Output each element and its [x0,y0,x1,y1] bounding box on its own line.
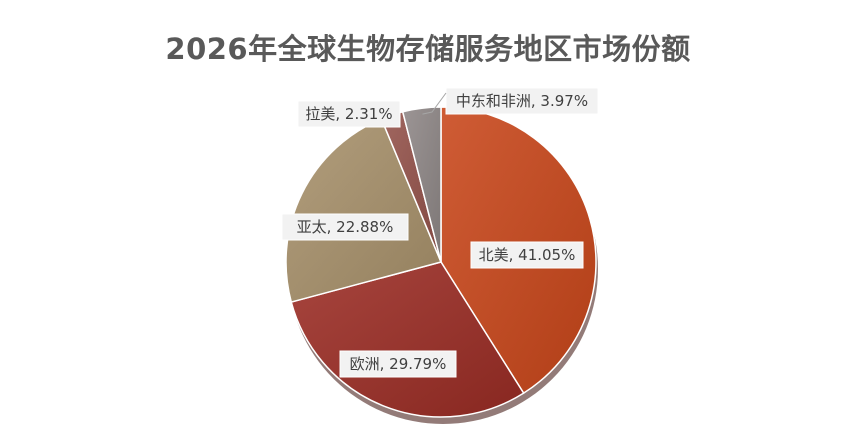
data-label-box [281,213,409,241]
data-label-1: 欧洲, 29.79% [339,350,457,378]
chart-title: 2026年全球生物存储服务地区市场份额 [165,32,691,66]
data-label-box [339,350,457,378]
slice-2 [285,118,442,303]
data-label-2: 亚太, 22.88% [281,213,409,241]
leader-line [422,92,447,115]
data-label-text: 欧洲, 29.79% [350,355,447,373]
data-label-text: 中东和非洲, 3.97% [456,92,588,110]
data-label-box [445,87,599,115]
data-label-text: 北美, 41.05% [479,246,576,264]
data-label-box [297,100,401,128]
data-label-3: 拉美, 2.31% [297,100,401,128]
slice-1 [290,261,525,418]
pie-slices [285,106,597,418]
data-label-box [470,241,584,269]
data-label-4: 中东和非洲, 3.97% [422,87,599,115]
data-label-text: 亚太, 22.88% [297,218,394,236]
data-label-text: 拉美, 2.31% [305,105,392,123]
pie-labels: 北美, 41.05% 欧洲, 29.79% 亚太, 22.88% 拉美, 2.31% 中… [281,87,599,378]
slice-4 [401,106,442,263]
data-label-0: 北美, 41.05% [470,241,584,269]
